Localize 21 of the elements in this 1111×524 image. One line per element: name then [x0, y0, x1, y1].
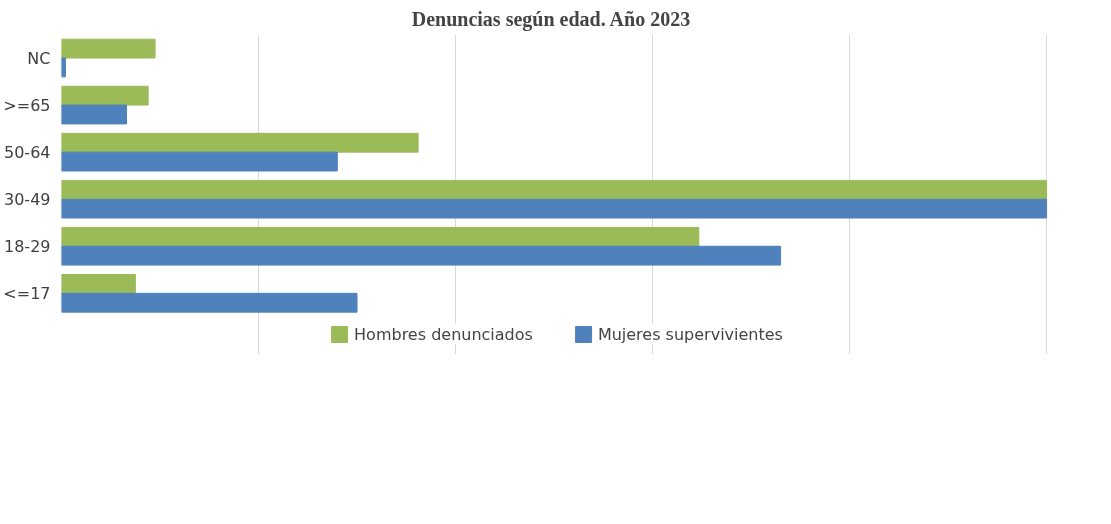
bar [61, 57, 66, 78]
y-tick-label: 50-64 [4, 142, 51, 162]
y-tick-label: >=65 [3, 95, 51, 115]
y-tick-label: <=17 [3, 283, 51, 303]
y-tick-label: 18-29 [4, 236, 51, 256]
bar [61, 85, 149, 106]
bar [61, 151, 338, 172]
chart-title: Denuncias según edad. Año 2023 [411, 7, 691, 31]
bar [61, 198, 1048, 219]
bar [61, 292, 358, 313]
bar [61, 179, 1048, 200]
bar [61, 38, 156, 59]
legend-label: Hombres denunciados [354, 324, 533, 344]
bar [61, 104, 128, 125]
y-tick-label: NC [27, 48, 51, 68]
legend-label: Mujeres supervivientes [597, 324, 783, 344]
bar [61, 132, 419, 153]
y-tick-label: 30-49 [4, 189, 51, 209]
bar [61, 274, 136, 294]
bar [61, 226, 700, 247]
bar [61, 245, 782, 266]
